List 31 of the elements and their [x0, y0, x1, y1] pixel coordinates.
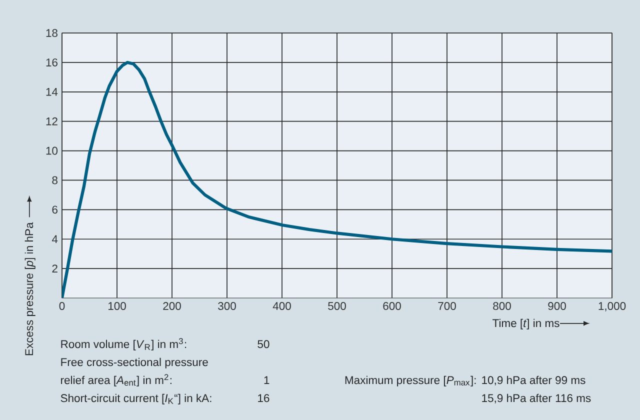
- text: Short-circuit current [I$_{K}$“] in kA:: [60, 394, 212, 404]
- x-tick-label: 700: [438, 302, 456, 310]
- text: relief area [A$_{ent}$] in m$^{2}$:: [61, 374, 172, 386]
- y-tick-label: 4: [52, 235, 58, 243]
- y-tick-label: 16: [46, 58, 58, 66]
- y-tick-label: 14: [46, 88, 58, 96]
- text: 16: [258, 394, 270, 402]
- y-tick-label: 10: [46, 146, 58, 155]
- text: 10,9 hPa after 99 ms: [482, 376, 586, 386]
- text: 1: [264, 376, 270, 384]
- text: 50: [258, 340, 270, 348]
- x-tick-label: 500: [328, 302, 346, 310]
- y-tick-label: 18: [46, 29, 58, 37]
- text: Room volume [V$_{R}$] in m$^{3}$:: [61, 338, 186, 350]
- y-tick-label: 6: [52, 206, 58, 214]
- x-tick-label: 1,000: [598, 302, 626, 312]
- y-tick-label: 8: [52, 176, 58, 184]
- x-tick-label: 800: [493, 302, 511, 310]
- text: 15,9 hPa after 116 ms: [482, 394, 591, 404]
- x-tick-label: 0: [59, 302, 65, 310]
- text: Maximum pressure [P$_{max}$]:: [345, 376, 476, 386]
- x-tick-label: 200: [163, 302, 181, 310]
- x-tick-label: 900: [548, 302, 566, 310]
- x-tick-label: 400: [272, 302, 291, 310]
- x-axis-title: Time [t] in ms: [492, 318, 560, 330]
- y-tick-label: 12: [46, 117, 58, 126]
- text: Free cross-sectional pressure: [61, 358, 208, 368]
- x-tick-label: 600: [383, 302, 401, 310]
- x-tick-label: 100: [108, 302, 126, 310]
- x-tick-label: 300: [218, 302, 236, 310]
- y-tick-label: 2: [52, 264, 58, 272]
